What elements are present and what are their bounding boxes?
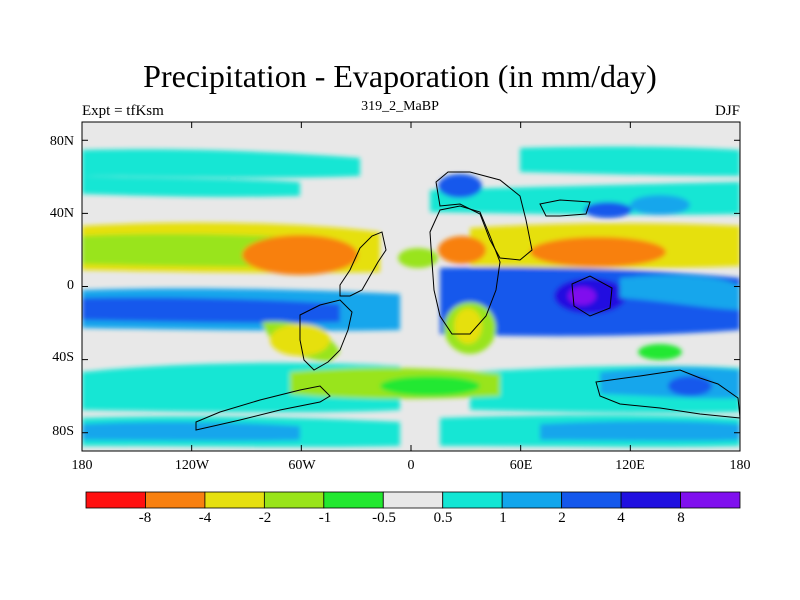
colorbar-swatch <box>442 491 503 509</box>
lon-label-60e: 60E <box>509 458 533 473</box>
lon-label-60w: 60W <box>288 458 316 473</box>
colorbar-swatch <box>680 491 741 509</box>
colorbar-label: 2 <box>558 510 566 526</box>
colorbar-label: -0.5 <box>372 510 396 526</box>
experiment-label: Expt = tfKsm <box>82 103 164 119</box>
lon-label-180e: 180 <box>729 458 751 473</box>
colorbar-swatch <box>263 491 325 509</box>
antarctic-west-outline <box>195 385 331 431</box>
colorbar-swatch <box>620 491 681 509</box>
colorbar-swatch <box>323 491 384 509</box>
colorbar-swatch <box>561 491 622 509</box>
lon-label-120w: 120W <box>174 458 210 473</box>
colorbar-label: 0.5 <box>433 510 453 526</box>
season-label: DJF <box>714 103 740 119</box>
colorbar-label: -1 <box>318 510 332 526</box>
colorbar-swatch <box>204 491 265 509</box>
field-layer <box>82 146 740 447</box>
asia-fragment-outline <box>539 199 591 217</box>
continent-outlines <box>195 171 740 431</box>
lon-label-0: 0 <box>407 458 415 473</box>
colorbar-swatch <box>382 491 444 509</box>
map-subtitle: 319_2_MaBP <box>361 99 439 114</box>
antarctic-east-outline <box>595 369 740 419</box>
southern-landmass-outline <box>299 299 353 371</box>
africa-outline <box>429 205 501 335</box>
lat-label-80n: 80N <box>49 134 74 149</box>
colorbar-swatch <box>85 491 146 509</box>
colorbar-swatch <box>145 491 206 509</box>
colorbar-label: -8 <box>138 510 152 526</box>
colorbar-label: 1 <box>499 510 507 526</box>
lat-label-40n: 40N <box>49 206 74 221</box>
colorbar-swatch <box>501 491 563 509</box>
lat-label-40s: 40S <box>52 350 74 365</box>
south-america-outline <box>339 231 387 297</box>
europe-outline <box>435 171 533 261</box>
lon-label-120e: 120E <box>615 458 645 473</box>
maritime-continent-outline <box>571 275 613 317</box>
map-title: Precipitation - Evaporation (in mm/day) <box>143 58 657 94</box>
colorbar-label: 8 <box>677 510 685 526</box>
colorbar <box>85 491 741 509</box>
colorbar-label: -2 <box>258 510 272 526</box>
lon-label-180w: 180 <box>71 458 93 473</box>
lat-label-0: 0 <box>67 278 74 293</box>
colorbar-label: 4 <box>617 510 625 526</box>
lat-label-80s: 80S <box>52 424 74 439</box>
axis-ticks <box>81 122 741 451</box>
colorbar-label: -4 <box>198 510 212 526</box>
